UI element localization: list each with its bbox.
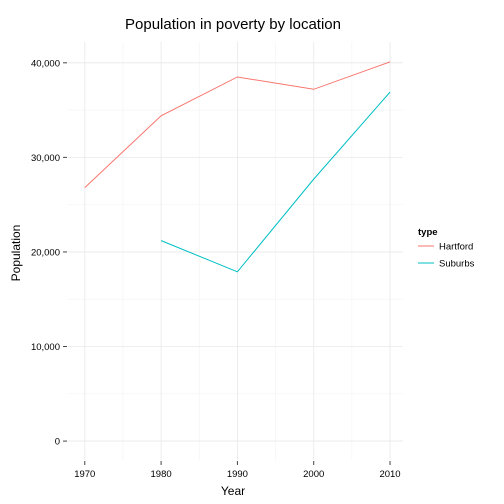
x-axis-title: Year [221,484,245,498]
plot-axes: 0 10,000 20,000 30,000 40,000 1970 1980 1990 200… [31,58,401,480]
legend-label-suburbs: Suburbs [439,259,475,270]
chart-title: Population in poverty by location [125,16,341,33]
y-tick-label: 40,000 [31,58,60,69]
x-tick-label: 1970 [74,469,95,480]
y-tick-label: 10,000 [31,342,60,353]
legend: type Hartford Suburbs [418,227,475,270]
legend-title: type [418,227,438,238]
y-tick-label: 0 [55,437,60,448]
plot-grid [68,42,403,460]
x-tick-label: 2010 [379,469,400,480]
x-tick-label: 1980 [151,469,172,480]
y-tick-label: 30,000 [31,153,60,164]
y-tick-label: 20,000 [31,247,60,258]
x-tick-label: 1990 [227,469,248,480]
legend-label-hartford: Hartford [439,242,473,253]
x-tick-label: 2000 [303,469,324,480]
y-axis-title: Population [9,225,23,282]
